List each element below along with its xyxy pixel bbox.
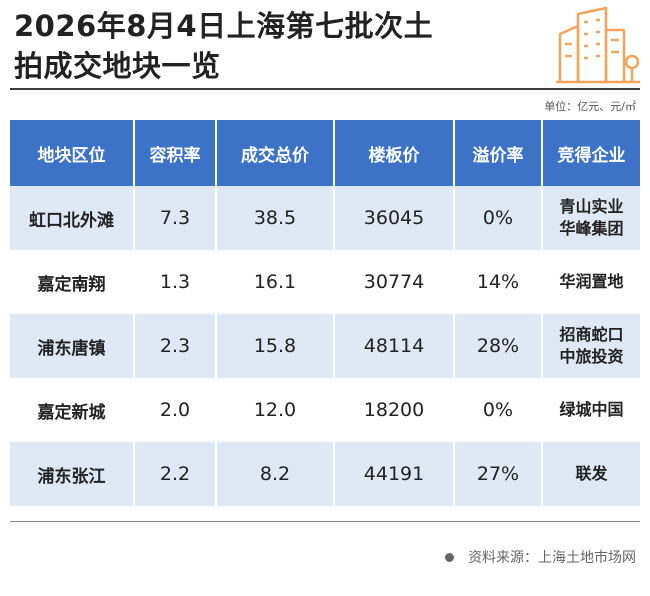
cell-total-price: 8.2 [216,442,335,506]
header-plot-ratio: 容积率 [134,120,217,186]
building-icon [556,6,640,84]
cell-company: 联发 [542,442,640,506]
cell-total-price: 38.5 [216,186,335,250]
title-divider [10,88,640,90]
bullet-dot-icon [445,552,454,562]
cell-floor-price: 44191 [334,442,455,506]
header-floor-price: 楼板价 [334,120,455,186]
cell-premium: 14% [454,250,543,314]
table-row: 浦东张江 2.2 8.2 44191 27% 联发 [10,442,640,506]
company-name: 华润置地 [559,272,624,291]
cell-location: 嘉定新城 [10,378,135,442]
cell-company: 华润置地 [542,250,640,314]
unit-note: 单位：亿元、元/㎡ [544,100,636,113]
source-note: 资料来源：上海土地市场网 [445,547,636,567]
cell-location: 嘉定南翔 [10,250,135,314]
cell-company: 绿城中国 [542,378,640,442]
cell-plot-ratio: 2.2 [134,442,217,506]
company-name: 青山实业 [559,197,624,216]
cell-plot-ratio: 2.3 [134,314,217,378]
table-header-row: 地块区位 容积率 成交总价 楼板价 溢价率 竞得企业 [10,120,640,186]
cell-floor-price: 36045 [334,186,455,250]
cell-floor-price: 18200 [334,378,455,442]
page-title: 2026年8月4日上海第七批次土 拍成交地块一览 [14,6,534,86]
cell-total-price: 15.8 [216,314,335,378]
cell-total-price: 16.1 [216,250,335,314]
cell-total-price: 12.0 [216,378,335,442]
title-line-2: 拍成交地块一览 [14,49,221,83]
cell-location: 虹口北外滩 [10,186,135,250]
company-name: 中旅投资 [559,347,624,366]
cell-premium: 28% [454,314,543,378]
company-name: 绿城中国 [559,400,624,419]
cell-location: 浦东张江 [10,442,135,506]
header-company: 竞得企业 [542,120,640,186]
cell-plot-ratio: 7.3 [134,186,217,250]
cell-company: 招商蛇口 中旅投资 [542,314,640,378]
table-row: 浦东唐镇 2.3 15.8 48114 28% 招商蛇口 中旅投资 [10,314,640,378]
cell-premium: 0% [454,186,543,250]
table-row: 虹口北外滩 7.3 38.5 36045 0% 青山实业 华峰集团 [10,186,640,250]
land-auction-table: 地块区位 容积率 成交总价 楼板价 溢价率 竞得企业 虹口北外滩 7.3 38.… [10,120,640,506]
cell-floor-price: 48114 [334,314,455,378]
header-total-price: 成交总价 [216,120,335,186]
header-location: 地块区位 [10,120,135,186]
cell-plot-ratio: 2.0 [134,378,217,442]
title-line-1: 2026年8月4日上海第七批次土 [14,9,434,43]
company-name: 联发 [575,464,608,483]
source-text: 资料来源：上海土地市场网 [468,550,636,566]
cell-premium: 0% [454,378,543,442]
cell-company: 青山实业 华峰集团 [542,186,640,250]
company-name: 招商蛇口 [559,325,624,344]
cell-floor-price: 30774 [334,250,455,314]
header-premium: 溢价率 [454,120,543,186]
cell-location: 浦东唐镇 [10,314,135,378]
table-row: 嘉定南翔 1.3 16.1 30774 14% 华润置地 [10,250,640,314]
cell-premium: 27% [454,442,543,506]
cell-plot-ratio: 1.3 [134,250,217,314]
bottom-divider [10,521,640,522]
company-name: 华峰集团 [559,219,624,238]
table-row: 嘉定新城 2.0 12.0 18200 0% 绿城中国 [10,378,640,442]
